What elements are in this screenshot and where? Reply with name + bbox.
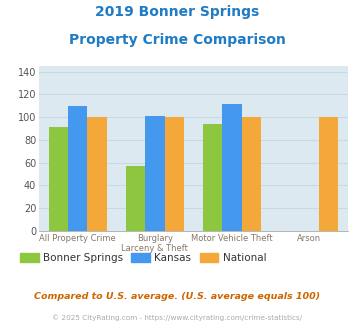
Bar [126,166,145,231]
Text: © 2025 CityRating.com - https://www.cityrating.com/crime-statistics/: © 2025 CityRating.com - https://www.city… [53,314,302,321]
Legend: Bonner Springs, Kansas, National: Bonner Springs, Kansas, National [16,248,271,267]
Bar [68,106,87,231]
Bar [49,127,68,231]
Bar [223,104,242,231]
Bar [242,117,261,231]
Bar [319,117,338,231]
Text: Property Crime Comparison: Property Crime Comparison [69,33,286,47]
Text: Compared to U.S. average. (U.S. average equals 100): Compared to U.S. average. (U.S. average … [34,292,321,301]
Bar [203,124,223,231]
Bar [87,117,106,231]
Bar [164,117,184,231]
Bar [145,116,164,231]
Text: 2019 Bonner Springs: 2019 Bonner Springs [95,5,260,19]
